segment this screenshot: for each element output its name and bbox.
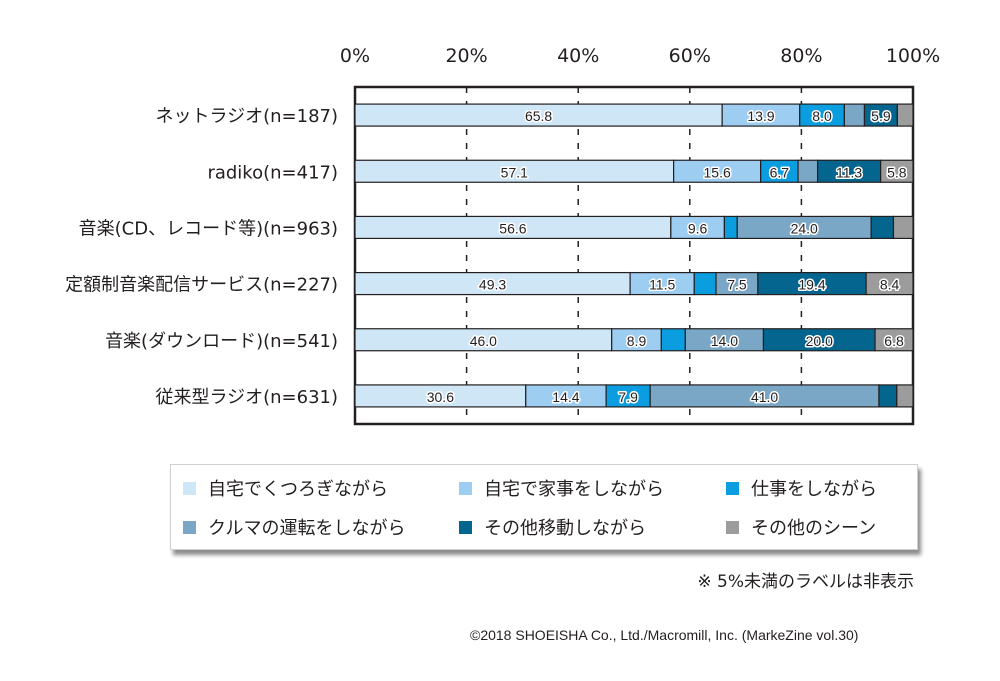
legend-swatch	[726, 481, 739, 495]
data-label: 13.9	[747, 108, 774, 124]
data-label: 20.0	[806, 333, 833, 349]
data-label: 5.9	[871, 108, 891, 124]
legend-item: クルマの運転をしながら	[183, 514, 405, 540]
data-label: 19.4	[798, 277, 825, 293]
legend-label: クルマの運転をしながら	[208, 518, 406, 539]
bar-segment	[880, 159, 914, 183]
label-threshold-note: ※ 5%未満のラベルは非表示	[697, 572, 914, 592]
bar-segment	[723, 215, 738, 240]
data-label: 15.6	[704, 164, 731, 180]
data-label: 46.0	[470, 333, 497, 349]
data-label: 6.7	[770, 164, 790, 180]
data-label: 14.4	[552, 389, 579, 405]
bar-segment	[874, 328, 914, 352]
legend-swatch	[459, 520, 472, 534]
category-label: 音楽(CD、レコード等)(n=963)	[79, 218, 338, 239]
data-label: 49.3	[479, 277, 506, 293]
data-label: 56.6	[499, 220, 526, 236]
data-label: 8.0	[812, 108, 832, 124]
legend-item: その他のシーン	[726, 514, 876, 540]
data-label: 41.0	[751, 389, 778, 405]
bar-segment	[896, 384, 914, 408]
bar-segment	[870, 215, 895, 240]
bar-segment	[797, 159, 819, 183]
legend: 自宅でくつろぎながら 自宅で家事をしながら 仕事をしながら クルマの運転をしなが…	[170, 464, 918, 550]
category-label: radiko(n=417)	[207, 162, 338, 183]
data-label: 11.3	[836, 164, 862, 180]
data-label: 5.8	[887, 164, 907, 180]
bar-segment	[693, 271, 717, 296]
legend-item: 自宅でくつろぎながら	[183, 475, 388, 501]
category-label: ネットラジオ(n=187)	[155, 106, 338, 127]
data-label: 9.6	[688, 220, 708, 236]
legend-label: その他のシーン	[751, 518, 877, 539]
legend-swatch	[183, 520, 196, 534]
x-tick-label: 80%	[780, 45, 822, 67]
category-label: 定額制音楽配信サービス(n=227)	[65, 275, 338, 296]
legend-swatch	[183, 481, 196, 495]
bar-segment	[896, 103, 914, 127]
bar-segment	[878, 384, 898, 408]
legend-item: 仕事をしながら	[726, 475, 877, 501]
data-label: 11.5	[649, 277, 675, 293]
plot-frame	[353, 85, 915, 426]
copyright-footer: ©2018 SHOEISHA Co., Ltd./Macromill, Inc.…	[470, 627, 859, 643]
legend-swatch	[726, 520, 739, 534]
x-tick-label: 60%	[669, 45, 711, 67]
legend-item: その他移動しながら	[459, 514, 646, 540]
x-tick-label: 100%	[886, 45, 940, 67]
legend-label: 自宅でくつろぎながら	[208, 479, 388, 500]
x-tick-label: 0%	[340, 45, 370, 67]
data-label: 24.0	[791, 220, 818, 236]
legend-swatch	[459, 481, 472, 495]
legend-label: その他移動しながら	[484, 518, 646, 539]
data-label: 65.8	[525, 108, 552, 124]
data-label: 6.8	[884, 333, 904, 349]
category-label: 従来型ラジオ(n=631)	[155, 387, 338, 408]
x-tick-label: 20%	[445, 45, 487, 67]
bar-segment	[865, 271, 914, 296]
legend-label: 自宅で家事をしながら	[484, 479, 664, 500]
data-label: 8.9	[627, 333, 647, 349]
data-label: 14.0	[711, 333, 738, 349]
data-label: 8.4	[880, 277, 900, 293]
bar-segment	[843, 103, 866, 127]
bar-segment	[892, 215, 914, 240]
legend-item: 自宅で家事をしながら	[459, 475, 664, 501]
data-label: 57.1	[501, 164, 528, 180]
data-label: 30.6	[427, 389, 454, 405]
stacked-bar-chart: 0% 20% 40% 60% 80% 100% ネットラジオ(n=187) 65.8 13.9 8…	[65, 45, 940, 426]
data-label: 7.9	[618, 389, 638, 405]
x-tick-label: 40%	[557, 45, 599, 67]
category-label: 音楽(ダウンロード)(n=541)	[105, 331, 338, 352]
data-label: 7.5	[727, 277, 747, 293]
bar-segment	[660, 328, 686, 352]
legend-label: 仕事をしながら	[751, 479, 877, 500]
